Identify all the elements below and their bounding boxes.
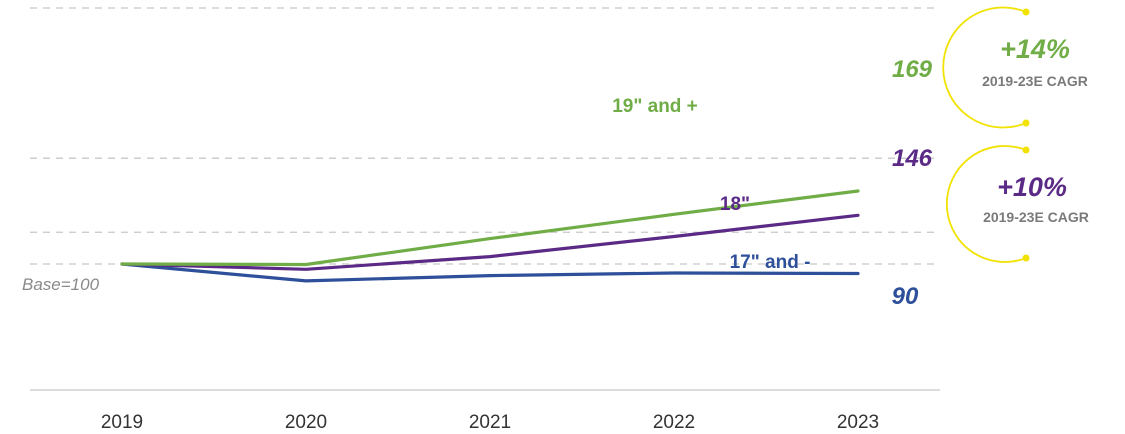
callout-ring-dot xyxy=(1022,254,1030,262)
series-name-label: 19" and + xyxy=(612,96,698,117)
cagr-callout-top: +14% 2019-23E CAGR xyxy=(942,6,1088,129)
series-name-label: 18" xyxy=(720,194,750,215)
series-end-value: 90 xyxy=(892,283,919,310)
callout-ring-dot xyxy=(1022,146,1030,154)
callout-ring xyxy=(945,145,1027,263)
series-end-value: 146 xyxy=(892,145,933,172)
callout-ring-dot xyxy=(1022,119,1030,127)
series-end-value: 169 xyxy=(892,56,933,83)
series-line xyxy=(120,213,860,271)
x-tick-label: 2021 xyxy=(469,412,511,433)
cagr-label: 2019-23E CAGR xyxy=(982,73,1088,89)
cagr-value: +14% xyxy=(1000,34,1070,64)
x-tick-label: 2020 xyxy=(285,412,327,433)
cagr-value: +10% xyxy=(997,172,1067,202)
cagr-label: 2019-23E CAGR xyxy=(983,209,1089,225)
gridlines xyxy=(30,7,940,265)
x-tick-label: 2023 xyxy=(837,412,879,433)
baseline-label: Base=100 xyxy=(22,275,100,294)
series-name-label: 17" and - xyxy=(730,252,811,273)
callout-ring xyxy=(942,6,1027,129)
series-labels: 19" and + 169 18" 146 17" and - 90 xyxy=(612,56,932,310)
cagr-callout-bottom: +10% 2019-23E CAGR xyxy=(945,145,1089,263)
x-tick-label: 2022 xyxy=(653,412,695,433)
x-tick-label: 2019 xyxy=(101,412,143,433)
series-lines xyxy=(120,189,860,283)
x-axis-ticks: 2019 2020 2021 2022 2023 xyxy=(101,412,879,433)
callout-ring-dot xyxy=(1022,8,1030,16)
series-line xyxy=(120,189,860,267)
series-line xyxy=(120,262,860,283)
